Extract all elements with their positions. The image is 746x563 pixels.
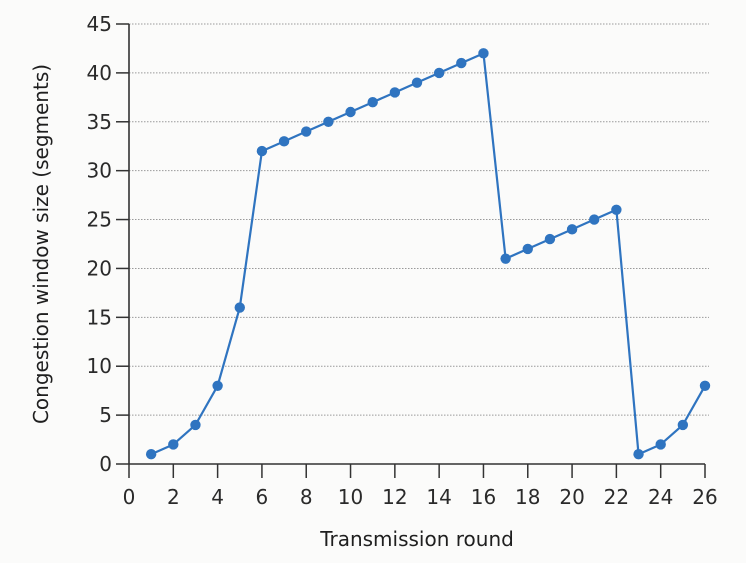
data-point-marker — [456, 57, 467, 69]
data-point-marker — [345, 106, 356, 118]
x-tick-label: 16 — [471, 485, 496, 509]
y-tick-label: 45 — [87, 12, 112, 36]
data-point-marker — [699, 380, 711, 391]
y-tick-label: 5 — [99, 403, 112, 427]
grid-lines — [129, 23, 709, 416]
data-point-marker — [655, 439, 666, 450]
data-series — [145, 48, 711, 460]
x-tick-label: 10 — [338, 485, 363, 509]
data-point-marker — [212, 380, 223, 391]
series-line — [150, 52, 706, 456]
x-axis-ticks: 0 2 4 6 8 10 12 14 16 18 20 22 24 26 — [123, 464, 718, 509]
data-point-marker — [677, 419, 689, 431]
data-point-marker — [367, 97, 378, 108]
data-point-marker — [234, 302, 245, 313]
x-tick-label: 20 — [559, 485, 584, 509]
y-axis-title: Congestion window size (segments) — [29, 64, 53, 424]
data-point-marker — [323, 116, 334, 127]
x-tick-label: 18 — [515, 485, 540, 509]
data-point-marker — [522, 243, 533, 255]
data-point-marker — [478, 48, 489, 59]
data-point-marker — [544, 233, 556, 245]
x-tick-label: 8 — [300, 485, 313, 509]
data-point-marker — [256, 145, 268, 157]
axes — [128, 24, 705, 465]
y-axis-ticks: 0 5 10 15 20 25 30 35 40 45 — [87, 12, 129, 476]
x-tick-label: 2 — [167, 485, 180, 509]
x-tick-label: 22 — [604, 485, 629, 509]
y-tick-label: 20 — [87, 256, 112, 280]
y-tick-label: 35 — [87, 110, 112, 134]
y-tick-label: 25 — [87, 208, 112, 232]
data-point-marker — [611, 204, 622, 215]
x-tick-label: 12 — [382, 485, 407, 509]
x-tick-label: 26 — [692, 485, 717, 509]
x-tick-label: 14 — [426, 485, 451, 509]
x-axis-title: Transmission round — [319, 527, 514, 551]
data-point-marker — [633, 449, 644, 460]
data-point-marker — [566, 224, 578, 235]
data-point-marker — [433, 67, 445, 79]
y-tick-label: 30 — [87, 159, 112, 183]
y-tick-label: 15 — [87, 305, 112, 329]
data-point-marker — [389, 87, 401, 98]
data-point-marker — [168, 439, 179, 450]
y-tick-label: 40 — [87, 61, 112, 85]
data-point-marker — [190, 419, 201, 431]
data-point-marker — [500, 253, 511, 264]
data-point-marker — [589, 214, 600, 225]
data-point-marker — [411, 77, 423, 88]
x-tick-label: 4 — [211, 485, 224, 509]
y-tick-label: 0 — [99, 452, 112, 476]
data-point-marker — [301, 126, 312, 137]
x-tick-label: 6 — [256, 485, 269, 509]
x-tick-label: 0 — [123, 485, 136, 509]
x-tick-label: 24 — [648, 485, 673, 509]
data-point-marker — [145, 449, 157, 460]
data-point-marker — [278, 136, 290, 147]
y-tick-label: 10 — [87, 354, 112, 378]
